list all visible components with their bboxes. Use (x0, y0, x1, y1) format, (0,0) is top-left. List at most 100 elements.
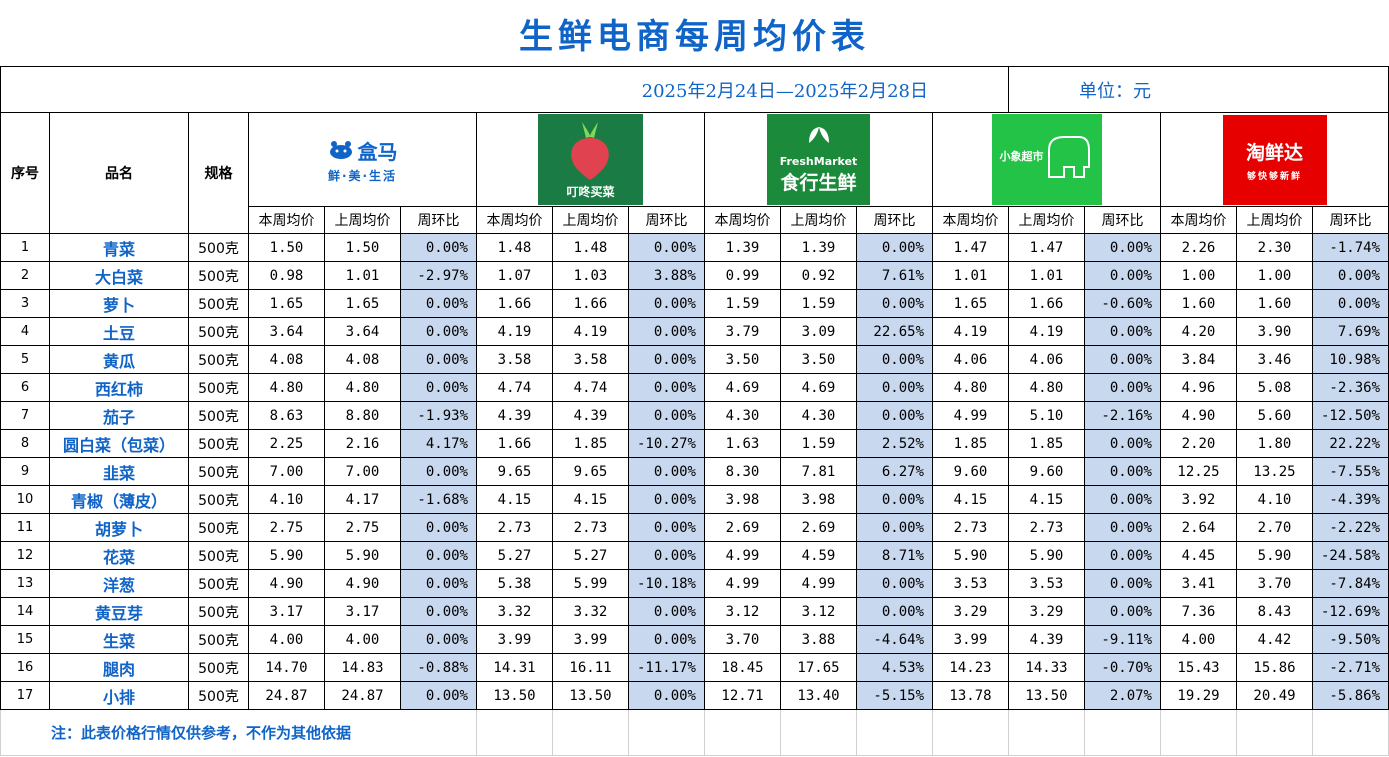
last-week-price: 4.90 (324, 569, 401, 598)
this-week-price: 4.45 (1160, 541, 1237, 570)
week-over-week: 0.00% (628, 541, 705, 570)
subheader-last-week: 上周均价 (780, 206, 857, 234)
week-over-week: 0.00% (1084, 541, 1161, 570)
week-over-week: -0.60% (1084, 289, 1161, 318)
last-week-price: 5.08 (1236, 373, 1313, 402)
row-seq: 9 (0, 457, 50, 486)
last-week-price: 4.42 (1236, 625, 1313, 654)
last-week-price: 4.08 (324, 345, 401, 374)
this-week-price: 4.99 (704, 569, 781, 598)
this-week-price: 3.41 (1160, 569, 1237, 598)
week-over-week: 4.53% (856, 653, 933, 682)
this-week-price: 13.50 (476, 681, 553, 710)
last-week-price: 20.49 (1236, 681, 1313, 710)
last-week-price: 4.30 (780, 401, 857, 430)
week-over-week: -7.55% (1312, 457, 1389, 486)
week-over-week: 0.00% (856, 597, 933, 626)
subheader-this-week: 本周均价 (932, 206, 1009, 234)
row-seq: 16 (0, 653, 50, 682)
table-row: 8 圆白菜（包菜） 500克 2.25 2.16 4.17% 1.66 1.85 -10.27%… (0, 429, 1389, 458)
subheader-last-week: 上周均价 (1236, 206, 1313, 234)
week-over-week: 0.00% (856, 373, 933, 402)
this-week-price: 3.84 (1160, 345, 1237, 374)
week-over-week: 0.00% (628, 597, 705, 626)
row-name: 青菜 (49, 233, 189, 262)
date-row: 2025年2月24日—2025年2月28日 单位：元 (0, 66, 1389, 113)
last-week-price: 3.90 (1236, 317, 1313, 346)
row-seq: 6 (0, 373, 50, 402)
platform-dingdong: 叮咚买菜 (476, 112, 705, 207)
this-week-price: 5.90 (248, 541, 325, 570)
last-week-price: 2.30 (1236, 233, 1313, 262)
this-week-price: 9.60 (932, 457, 1009, 486)
footnote: 注：此表价格行情仅供参考，不作为其他依据 (0, 709, 477, 756)
table-row: 4 土豆 500克 3.64 3.64 0.00% 4.19 4.19 0.00% 3.79 3.0… (0, 317, 1389, 346)
week-over-week: 0.00% (628, 373, 705, 402)
week-over-week: 0.00% (628, 513, 705, 542)
week-over-week: 0.00% (1084, 513, 1161, 542)
week-over-week: -2.71% (1312, 653, 1389, 682)
this-week-price: 1.00 (1160, 261, 1237, 290)
last-week-price: 3.29 (1008, 597, 1085, 626)
week-over-week: -7.84% (1312, 569, 1389, 598)
row-spec: 500克 (188, 457, 249, 486)
row-seq: 10 (0, 485, 50, 514)
this-week-price: 2.73 (932, 513, 1009, 542)
table-row: 1 青菜 500克 1.50 1.50 0.00% 1.48 1.48 0.00% 1.39 1.3… (0, 233, 1389, 262)
empty-cell (856, 709, 933, 756)
last-week-price: 1.60 (1236, 289, 1313, 318)
this-week-price: 4.08 (248, 345, 325, 374)
subheader-last-week: 上周均价 (1008, 206, 1085, 234)
week-over-week: 0.00% (628, 625, 705, 654)
last-week-price: 4.06 (1008, 345, 1085, 374)
this-week-price: 14.31 (476, 653, 553, 682)
this-week-price: 4.30 (704, 401, 781, 430)
week-over-week: 22.22% (1312, 429, 1389, 458)
row-spec: 500克 (188, 513, 249, 542)
last-week-price: 13.40 (780, 681, 857, 710)
last-week-price: 4.99 (780, 569, 857, 598)
row-spec: 500克 (188, 317, 249, 346)
this-week-price: 4.20 (1160, 317, 1237, 346)
week-over-week: 2.52% (856, 429, 933, 458)
last-week-price: 8.43 (1236, 597, 1313, 626)
last-week-price: 3.58 (552, 345, 629, 374)
this-week-price: 4.06 (932, 345, 1009, 374)
week-over-week: 0.00% (628, 317, 705, 346)
empty-cell (628, 709, 705, 756)
week-over-week: 0.00% (628, 457, 705, 486)
table-row: 2 大白菜 500克 0.98 1.01 -2.97% 1.07 1.03 3.88% 0.99 0… (0, 261, 1389, 290)
week-over-week: -2.16% (1084, 401, 1161, 430)
last-week-price: 14.33 (1008, 653, 1085, 682)
last-week-price: 1.01 (1008, 261, 1085, 290)
row-seq: 3 (0, 289, 50, 318)
last-week-price: 1.47 (1008, 233, 1085, 262)
this-week-price: 4.19 (476, 317, 553, 346)
last-week-price: 3.12 (780, 597, 857, 626)
row-seq: 5 (0, 345, 50, 374)
this-week-price: 3.99 (476, 625, 553, 654)
week-over-week: 0.00% (856, 485, 933, 514)
last-week-price: 3.46 (1236, 345, 1313, 374)
subheader-this-week: 本周均价 (248, 206, 325, 234)
last-week-price: 3.64 (324, 317, 401, 346)
week-over-week: -12.50% (1312, 401, 1389, 430)
row-spec: 500克 (188, 373, 249, 402)
this-week-price: 1.50 (248, 233, 325, 262)
freshmarket-en: FreshMarket (779, 154, 858, 168)
last-week-price: 8.80 (324, 401, 401, 430)
note-row: 注：此表价格行情仅供参考，不作为其他依据 (0, 709, 1389, 756)
week-over-week: 0.00% (400, 233, 477, 262)
week-over-week: 0.00% (1084, 485, 1161, 514)
last-week-price: 5.10 (1008, 401, 1085, 430)
last-week-price: 14.83 (324, 653, 401, 682)
row-spec: 500克 (188, 289, 249, 318)
last-week-price: 17.65 (780, 653, 857, 682)
xiaoxiang-logo: 小象超市 (991, 114, 1102, 205)
week-over-week: -12.69% (1312, 597, 1389, 626)
week-over-week: 0.00% (628, 485, 705, 514)
this-week-price: 14.70 (248, 653, 325, 682)
week-over-week: 22.65% (856, 317, 933, 346)
last-week-price: 4.39 (1008, 625, 1085, 654)
taoxianda-logo: 淘鲜达 够快够新鲜 (1222, 114, 1327, 205)
